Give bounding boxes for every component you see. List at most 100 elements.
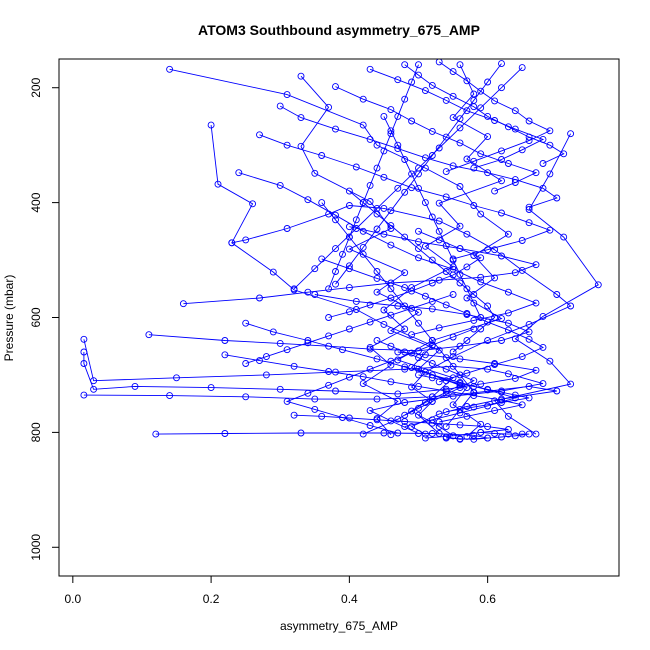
data-point xyxy=(518,401,526,409)
data-point xyxy=(484,133,492,141)
data-point xyxy=(80,348,88,356)
series-34 xyxy=(442,428,533,443)
data-point xyxy=(415,308,422,316)
data-point xyxy=(518,146,526,154)
data-point xyxy=(80,391,88,399)
data-point xyxy=(428,152,436,159)
data-point xyxy=(498,209,505,217)
series-line xyxy=(362,64,503,435)
data-point xyxy=(415,404,422,412)
data-point xyxy=(359,380,367,388)
data-point xyxy=(283,397,291,405)
data-point xyxy=(484,318,492,326)
data-point xyxy=(463,369,471,377)
series-line xyxy=(349,190,496,353)
data-point xyxy=(484,302,492,310)
data-point xyxy=(401,399,409,406)
data-point xyxy=(352,225,360,232)
data-point xyxy=(401,95,409,103)
data-point xyxy=(401,61,409,69)
data-point xyxy=(567,380,575,388)
data-point xyxy=(491,117,499,124)
data-point xyxy=(553,194,561,202)
data-point xyxy=(532,299,540,307)
data-point xyxy=(304,339,312,347)
data-point xyxy=(332,125,339,133)
data-point xyxy=(242,319,250,327)
data-point xyxy=(518,353,526,361)
data-point xyxy=(498,177,505,185)
data-point xyxy=(332,211,339,219)
data-point xyxy=(491,430,499,437)
data-point xyxy=(491,361,499,369)
data-point xyxy=(394,302,402,310)
data-point xyxy=(498,252,505,260)
data-point xyxy=(463,403,471,410)
data-point xyxy=(318,412,326,420)
data-point xyxy=(470,435,478,443)
x-tick-label: 0.4 xyxy=(341,592,358,606)
data-point xyxy=(435,410,443,418)
series-24 xyxy=(325,227,485,321)
data-point xyxy=(442,434,450,442)
data-point xyxy=(546,170,554,178)
data-point xyxy=(442,133,450,141)
data-point xyxy=(256,294,263,302)
data-point xyxy=(359,373,367,381)
data-point xyxy=(401,363,409,371)
series-line xyxy=(183,226,538,305)
x-tick-label: 0.6 xyxy=(479,592,496,606)
data-point xyxy=(332,216,339,224)
data-point xyxy=(484,423,492,431)
x-tick-label: 0.0 xyxy=(64,592,81,606)
data-point xyxy=(421,87,429,95)
data-point xyxy=(428,419,436,427)
data-point xyxy=(456,115,464,123)
series-29 xyxy=(290,64,526,293)
data-point xyxy=(311,405,319,413)
data-point xyxy=(456,279,464,287)
data-point xyxy=(262,371,270,379)
data-point xyxy=(442,354,450,362)
data-point xyxy=(80,360,88,367)
data-point xyxy=(435,227,443,235)
data-point xyxy=(435,346,443,354)
data-point xyxy=(394,112,402,120)
data-point xyxy=(373,164,381,172)
data-point xyxy=(408,423,416,431)
data-point xyxy=(207,121,215,129)
data-point xyxy=(428,341,436,349)
data-point xyxy=(325,381,333,389)
data-point xyxy=(415,164,422,172)
data-point xyxy=(525,430,533,438)
data-point xyxy=(449,401,457,409)
data-point xyxy=(283,225,291,232)
series-13 xyxy=(235,169,540,339)
data-point xyxy=(525,137,533,145)
data-point xyxy=(477,254,485,262)
series-30 xyxy=(242,291,457,367)
series-line xyxy=(259,134,552,260)
data-point xyxy=(498,399,505,406)
data-point xyxy=(173,374,180,382)
data-point xyxy=(408,304,416,312)
data-point xyxy=(504,370,512,378)
data-point xyxy=(179,300,187,308)
data-point xyxy=(359,227,367,235)
data-point xyxy=(484,385,492,393)
data-point xyxy=(387,361,395,369)
data-point xyxy=(532,169,540,177)
data-point xyxy=(228,239,236,247)
data-point xyxy=(463,285,471,293)
data-point xyxy=(511,179,519,186)
data-point xyxy=(449,114,457,122)
data-point xyxy=(221,430,229,437)
data-point xyxy=(339,250,346,258)
data-point xyxy=(484,434,492,442)
data-point xyxy=(166,392,174,400)
y-tick-label: 400 xyxy=(29,192,43,212)
data-point xyxy=(373,225,381,233)
data-point xyxy=(498,396,505,404)
data-point xyxy=(345,284,353,292)
data-point xyxy=(332,280,339,288)
